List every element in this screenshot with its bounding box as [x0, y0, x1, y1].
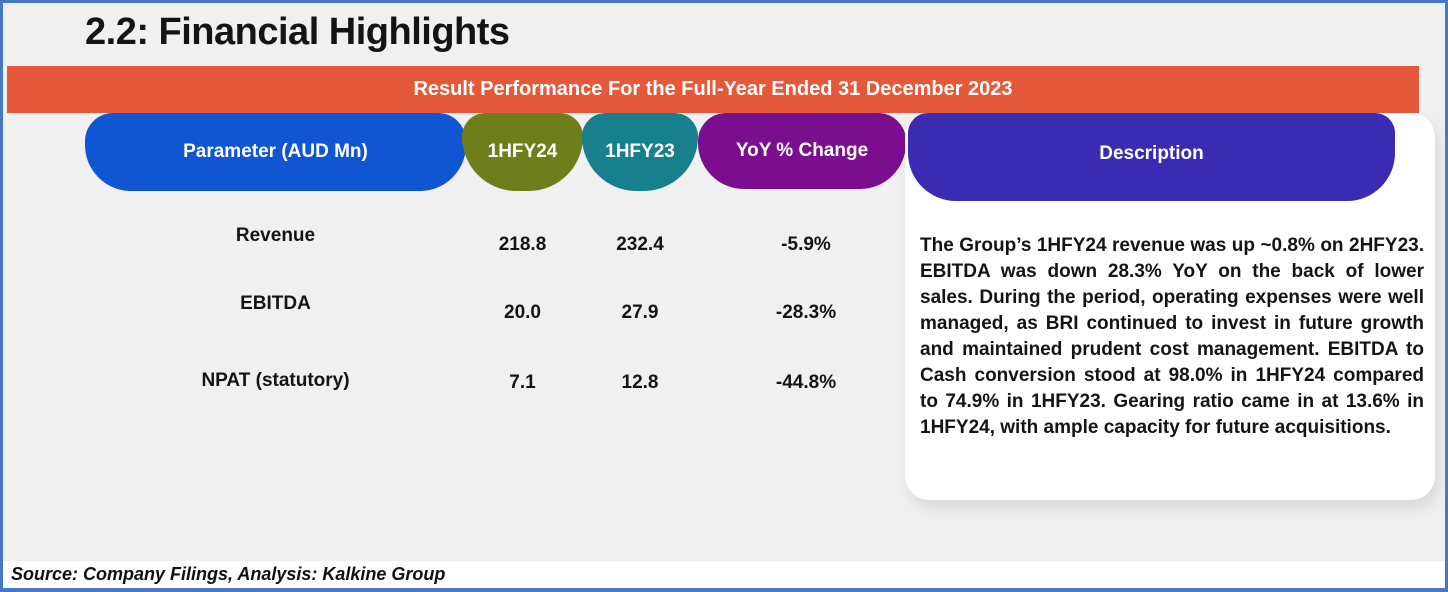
col-header-description-label: Description	[1099, 143, 1204, 164]
row-label: EBITDA	[240, 293, 311, 314]
description-text: The Group’s 1HFY24 revenue was up ~0.8% …	[920, 235, 1424, 438]
page-title: 2.2: Financial Highlights	[85, 11, 510, 53]
source-strip: Source: Company Filings, Analysis: Kalki…	[3, 561, 1445, 588]
value-1hfy23: 232.4	[616, 234, 664, 255]
value-1hfy23: 12.8	[621, 372, 659, 393]
col-header-1hfy23: 1HFY23	[582, 113, 698, 191]
value-1hfy24: 218.8	[498, 234, 547, 255]
table-row-npat: NPAT (statutory) 7.1 12.8 -44.8%	[3, 351, 908, 415]
banner: Result Performance For the Full-Year End…	[7, 66, 1419, 113]
row-label: Revenue	[235, 225, 316, 246]
table-row-ebitda: EBITDA 20.0 27.9 -28.3%	[3, 281, 908, 345]
value-1hfy24: 20.0	[504, 302, 541, 323]
banner-title: Result Performance For the Full-Year End…	[413, 78, 1013, 100]
description-card: Description The Group’s 1HFY24 revenue w…	[905, 113, 1435, 500]
value-yoy-change: -5.9%	[781, 234, 831, 255]
col-header-1hfy24: 1HFY24	[462, 113, 583, 191]
col-header-1hfy24-label: 1HFY24	[487, 141, 558, 162]
col-header-parameter-label: Parameter (AUD Mn)	[183, 141, 368, 162]
table-row-revenue: Revenue 218.8 232.4 -5.9%	[3, 213, 908, 277]
row-label: NPAT (statutory)	[201, 370, 350, 391]
source-attribution: Source: Company Filings, Analysis: Kalki…	[11, 564, 446, 584]
col-header-1hfy23-label: 1HFY23	[605, 141, 675, 162]
col-header-yoy-change: YoY % Change	[698, 113, 906, 189]
value-yoy-change: -44.8%	[775, 372, 837, 393]
value-1hfy24: 7.1	[509, 372, 536, 393]
value-1hfy23: 27.9	[621, 302, 659, 323]
col-header-yoy-change-label: YoY % Change	[735, 140, 869, 161]
col-header-parameter: Parameter (AUD Mn)	[85, 113, 466, 191]
metrics-table: Revenue 218.8 232.4 -5.9% EBITDA 20.0 27…	[3, 3, 908, 588]
value-yoy-change: -28.3%	[775, 302, 837, 323]
col-header-description: Description	[908, 113, 1395, 201]
